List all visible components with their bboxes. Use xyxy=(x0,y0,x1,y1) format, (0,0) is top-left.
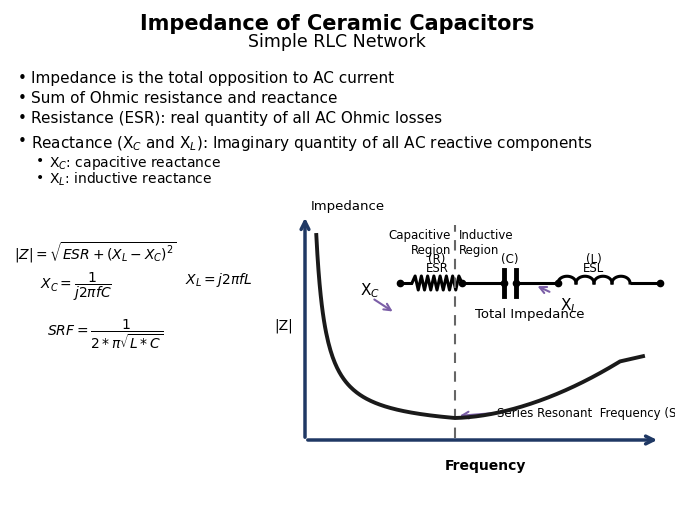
Text: Total Impedance: Total Impedance xyxy=(475,308,585,320)
Text: $|Z| = \sqrt{ESR + (X_L - X_C)^2}$: $|Z| = \sqrt{ESR + (X_L - X_C)^2}$ xyxy=(14,240,176,265)
Text: |Z|: |Z| xyxy=(274,318,293,333)
Text: $SRF = \dfrac{1}{2 * \pi\sqrt{L * C}}$: $SRF = \dfrac{1}{2 * \pi\sqrt{L * C}}$ xyxy=(47,317,163,350)
Text: •: • xyxy=(36,171,45,185)
Text: X$_L$: inductive reactance: X$_L$: inductive reactance xyxy=(49,171,213,188)
Text: •: • xyxy=(18,111,27,126)
Text: •: • xyxy=(18,134,27,148)
Text: Impedance: Impedance xyxy=(311,199,385,213)
Text: X$_C$: capacitive reactance: X$_C$: capacitive reactance xyxy=(49,154,221,172)
Text: Inductive
Region: Inductive Region xyxy=(459,229,514,257)
Text: •: • xyxy=(18,71,27,86)
Text: X$_L$: X$_L$ xyxy=(560,296,578,315)
Text: $X_L = j2\pi fL$: $X_L = j2\pi fL$ xyxy=(185,271,252,288)
Text: Sum of Ohmic resistance and reactance: Sum of Ohmic resistance and reactance xyxy=(31,91,338,106)
Text: •: • xyxy=(36,154,45,168)
Text: ESR: ESR xyxy=(425,262,448,274)
Text: Frequency: Frequency xyxy=(444,458,526,472)
Text: (C): (C) xyxy=(502,252,519,266)
Text: Resistance (ESR): real quantity of all AC Ohmic losses: Resistance (ESR): real quantity of all A… xyxy=(31,111,442,126)
Text: Impedance of Ceramic Capacitors: Impedance of Ceramic Capacitors xyxy=(140,14,534,34)
Text: Series Resonant  Frequency (SRF): Series Resonant Frequency (SRF) xyxy=(497,407,675,420)
Text: (R): (R) xyxy=(429,252,446,266)
Text: Capacitive
Region: Capacitive Region xyxy=(389,229,451,257)
Text: Reactance (X$_C$ and X$_L$): Imaginary quantity of all AC reactive components: Reactance (X$_C$ and X$_L$): Imaginary q… xyxy=(31,134,592,153)
Text: Impedance is the total opposition to AC current: Impedance is the total opposition to AC … xyxy=(31,71,394,86)
Text: X$_C$: X$_C$ xyxy=(360,281,380,300)
Text: (L): (L) xyxy=(586,252,602,266)
Text: Simple RLC Network: Simple RLC Network xyxy=(248,33,426,51)
Text: ESL: ESL xyxy=(583,262,605,274)
Text: •: • xyxy=(18,91,27,106)
Text: $X_C = \dfrac{1}{j2\pi fC}$: $X_C = \dfrac{1}{j2\pi fC}$ xyxy=(40,271,112,302)
